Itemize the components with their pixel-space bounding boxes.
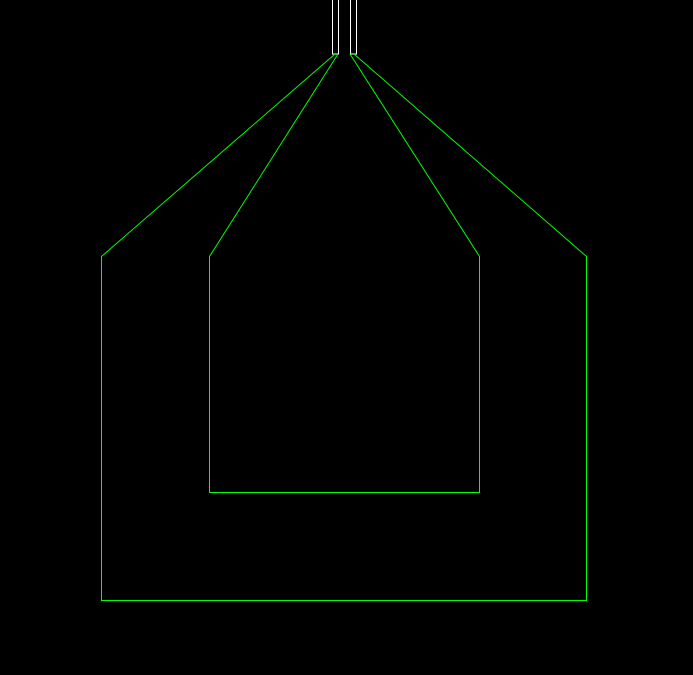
outer-loop-trace	[101, 53, 587, 601]
right-feed-pad	[350, 0, 357, 55]
left-feed-pad	[332, 0, 339, 55]
inner-loop-trace	[209, 53, 480, 493]
